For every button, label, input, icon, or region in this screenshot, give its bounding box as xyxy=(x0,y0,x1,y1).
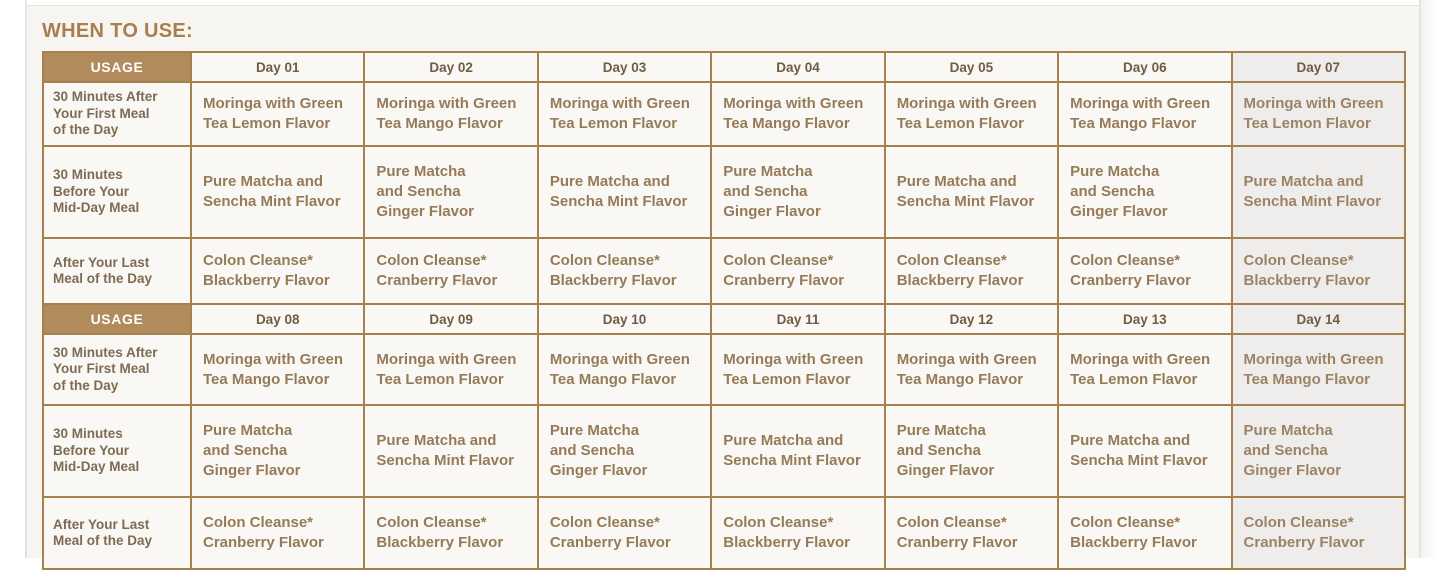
flavor-cell: Colon Cleanse* Cranberry Flavor xyxy=(710,237,886,305)
flavor-cell: Moringa with Green Tea Lemon Flavor xyxy=(189,81,366,147)
flavor-cell: Moringa with Green Tea Mango Flavor xyxy=(536,333,713,406)
day-header-cell: Day 06 xyxy=(1057,51,1233,83)
usage-schedule: USAGE Day 01 Day 02 Day 03 Day 04 Day 05 Day 0… xyxy=(42,51,1407,570)
day-header-cell: Day 09 xyxy=(363,303,539,335)
flavor-cell: Moringa with Green Tea Lemon Flavor xyxy=(536,81,713,147)
flavor-cell: Moringa with Green Tea Lemon Flavor xyxy=(363,333,539,406)
day-header-cell: Day 04 xyxy=(710,51,886,83)
flavor-cell: Colon Cleanse* Blackberry Flavor xyxy=(1057,496,1233,570)
table-row: After Your Last Meal of the Day Colon Cle… xyxy=(42,237,1407,305)
flavor-cell: Moringa with Green Tea Mango Flavor xyxy=(1057,81,1233,147)
flavor-cell: Moringa with Green Tea Mango Flavor xyxy=(189,333,366,406)
table-row: 30 Minutes Before Your Mid-Day Meal Pure … xyxy=(42,404,1407,498)
package-edge-shade xyxy=(1419,0,1445,558)
day-header-cell: Day 08 xyxy=(189,303,366,335)
day-header-cell: Day 10 xyxy=(536,303,713,335)
flavor-cell: Pure Matcha and Sencha Mint Flavor xyxy=(189,145,366,239)
flavor-cell: Pure Matcha and Sencha Mint Flavor xyxy=(1057,404,1233,498)
usage-row-label: After Your Last Meal of the Day xyxy=(42,237,192,305)
usage-row-label: 30 Minutes After Your First Meal of the … xyxy=(42,81,192,147)
table-row: 30 Minutes After Your First Meal of the … xyxy=(42,333,1407,406)
flavor-cell: Pure Matcha and Sencha Ginger Flavor xyxy=(710,145,886,239)
flavor-cell: Moringa with Green Tea Lemon Flavor xyxy=(1057,333,1233,406)
flavor-cell: Pure Matcha and Sencha Ginger Flavor xyxy=(1057,145,1233,239)
when-to-use-title: WHEN TO USE: xyxy=(42,20,194,42)
flavor-cell: Pure Matcha and Sencha Ginger Flavor xyxy=(363,145,539,239)
day-header-cell: Day 11 xyxy=(710,303,886,335)
usage-row-label: 30 Minutes Before Your Mid-Day Meal xyxy=(42,145,192,239)
flavor-cell: Colon Cleanse* Cranberry Flavor xyxy=(1057,237,1233,305)
day-header-cell: Day 02 xyxy=(363,51,539,83)
day-header-cell: Day 05 xyxy=(883,51,1060,83)
day-header-cell: Day 03 xyxy=(536,51,713,83)
day-header-row: USAGE Day 01 Day 02 Day 03 Day 04 Day 05 Day 0… xyxy=(42,51,1407,83)
usage-header-cell: USAGE xyxy=(42,51,192,83)
usage-header-cell: USAGE xyxy=(42,303,192,335)
package-fold-left xyxy=(25,0,27,558)
flavor-cell: Colon Cleanse* Blackberry Flavor xyxy=(536,237,713,305)
usage-table-week-1: USAGE Day 01 Day 02 Day 03 Day 04 Day 05 Day 0… xyxy=(42,51,1407,305)
flavor-cell: Moringa with Green Tea Lemon Flavor xyxy=(1230,81,1407,147)
table-row: After Your Last Meal of the Day Colon Cle… xyxy=(42,496,1407,570)
day-header-cell: Day 07 xyxy=(1230,51,1407,83)
flavor-cell: Pure Matcha and Sencha Ginger Flavor xyxy=(189,404,366,498)
flavor-cell: Pure Matcha and Sencha Ginger Flavor xyxy=(883,404,1060,498)
package-edge-top xyxy=(26,5,1419,6)
usage-table-week-2: USAGE Day 08 Day 09 Day 10 Day 11 Day 12 Day 1… xyxy=(42,303,1407,570)
flavor-cell: Pure Matcha and Sencha Mint Flavor xyxy=(883,145,1060,239)
usage-row-label: 30 Minutes Before Your Mid-Day Meal xyxy=(42,404,192,498)
flavor-cell: Moringa with Green Tea Mango Flavor xyxy=(1230,333,1407,406)
day-header-cell: Day 14 xyxy=(1230,303,1407,335)
flavor-cell: Colon Cleanse* Cranberry Flavor xyxy=(363,237,539,305)
flavor-cell: Pure Matcha and Sencha Mint Flavor xyxy=(363,404,539,498)
day-header-row: USAGE Day 08 Day 09 Day 10 Day 11 Day 12 Day 1… xyxy=(42,303,1407,335)
flavor-cell: Moringa with Green Tea Mango Flavor xyxy=(363,81,539,147)
table-row: 30 Minutes After Your First Meal of the … xyxy=(42,81,1407,147)
day-header-cell: Day 01 xyxy=(189,51,366,83)
flavor-cell: Colon Cleanse* Cranberry Flavor xyxy=(189,496,366,570)
flavor-cell: Pure Matcha and Sencha Ginger Flavor xyxy=(1230,404,1407,498)
flavor-cell: Pure Matcha and Sencha Ginger Flavor xyxy=(536,404,713,498)
flavor-cell: Moringa with Green Tea Mango Flavor xyxy=(883,333,1060,406)
flavor-cell: Colon Cleanse* Blackberry Flavor xyxy=(883,237,1060,305)
flavor-cell: Moringa with Green Tea Lemon Flavor xyxy=(883,81,1060,147)
usage-row-label: 30 Minutes After Your First Meal of the … xyxy=(42,333,192,406)
flavor-cell: Colon Cleanse* Blackberry Flavor xyxy=(189,237,366,305)
flavor-cell: Moringa with Green Tea Lemon Flavor xyxy=(710,333,886,406)
day-header-cell: Day 13 xyxy=(1057,303,1233,335)
flavor-cell: Colon Cleanse* Blackberry Flavor xyxy=(710,496,886,570)
day-header-cell: Day 12 xyxy=(883,303,1060,335)
flavor-cell: Pure Matcha and Sencha Mint Flavor xyxy=(710,404,886,498)
flavor-cell: Pure Matcha and Sencha Mint Flavor xyxy=(536,145,713,239)
flavor-cell: Moringa with Green Tea Mango Flavor xyxy=(710,81,886,147)
flavor-cell: Colon Cleanse* Cranberry Flavor xyxy=(883,496,1060,570)
flavor-cell: Colon Cleanse* Cranberry Flavor xyxy=(536,496,713,570)
flavor-cell: Colon Cleanse* Blackberry Flavor xyxy=(1230,237,1407,305)
flavor-cell: Colon Cleanse* Blackberry Flavor xyxy=(363,496,539,570)
flavor-cell: Pure Matcha and Sencha Mint Flavor xyxy=(1230,145,1407,239)
table-row: 30 Minutes Before Your Mid-Day Meal Pure … xyxy=(42,145,1407,239)
flavor-cell: Colon Cleanse* Cranberry Flavor xyxy=(1230,496,1407,570)
usage-row-label: After Your Last Meal of the Day xyxy=(42,496,192,570)
